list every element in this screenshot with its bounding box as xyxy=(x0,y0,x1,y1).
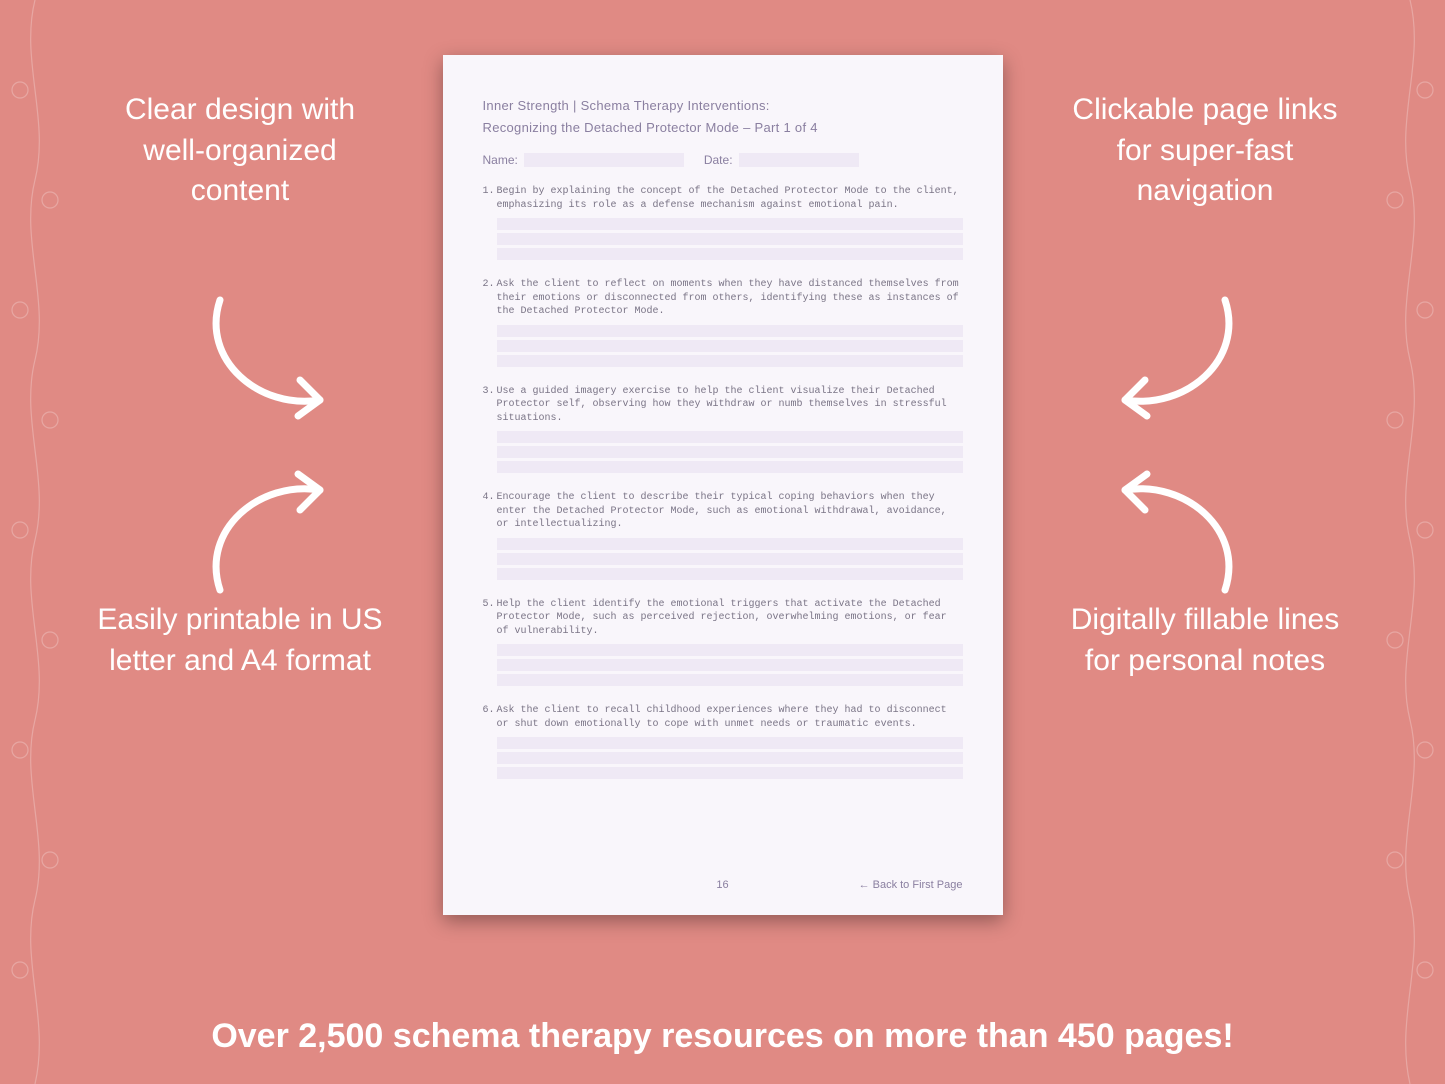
worksheet-item-prompt: 3.Use a guided imagery exercise to help … xyxy=(483,385,963,426)
worksheet-item-lines xyxy=(497,538,963,580)
worksheet-item-lines xyxy=(497,644,963,686)
worksheet-item: 1.Begin by explaining the concept of the… xyxy=(483,185,963,260)
worksheet-item-number: 5. xyxy=(483,598,497,639)
worksheet-item: 3.Use a guided imagery exercise to help … xyxy=(483,385,963,474)
fillable-line[interactable] xyxy=(497,461,963,473)
arrow-bottom-right-icon xyxy=(1095,450,1255,610)
fillable-line[interactable] xyxy=(497,218,963,230)
name-label: Name: xyxy=(483,153,518,167)
page-footer: 16 ← Back to First Page xyxy=(483,879,963,891)
worksheet-item-number: 2. xyxy=(483,278,497,319)
fillable-line[interactable] xyxy=(497,538,963,550)
bottom-banner: Over 2,500 schema therapy resources on m… xyxy=(0,1017,1445,1056)
fillable-line[interactable] xyxy=(497,752,963,764)
worksheet-item-text: Encourage the client to describe their t… xyxy=(497,491,963,532)
worksheet-item: 4.Encourage the client to describe their… xyxy=(483,491,963,580)
fillable-line[interactable] xyxy=(497,355,963,367)
worksheet-items: 1.Begin by explaining the concept of the… xyxy=(483,185,963,779)
fillable-line[interactable] xyxy=(497,674,963,686)
worksheet-item-lines xyxy=(497,431,963,473)
worksheet-item-text: Help the client identify the emotional t… xyxy=(497,598,963,639)
callout-bottom-right: Digitally fillable lines for personal no… xyxy=(1055,600,1355,681)
fillable-line[interactable] xyxy=(497,325,963,337)
worksheet-item-number: 3. xyxy=(483,385,497,426)
worksheet-item-lines xyxy=(497,325,963,367)
worksheet-item-text: Use a guided imagery exercise to help th… xyxy=(497,385,963,426)
name-field: Name: xyxy=(483,153,684,167)
floral-border-right xyxy=(1375,0,1445,1084)
page-header-line2: Recognizing the Detached Protector Mode … xyxy=(483,117,963,139)
date-input[interactable] xyxy=(739,153,859,167)
fillable-line[interactable] xyxy=(497,431,963,443)
worksheet-item-lines xyxy=(497,737,963,779)
arrow-top-right-icon xyxy=(1095,280,1255,440)
date-label: Date: xyxy=(704,153,733,167)
page-header: Inner Strength | Schema Therapy Interven… xyxy=(483,95,963,139)
fillable-line[interactable] xyxy=(497,553,963,565)
fillable-line[interactable] xyxy=(497,737,963,749)
page-number: 16 xyxy=(716,879,728,891)
name-input[interactable] xyxy=(524,153,684,167)
worksheet-item: 6.Ask the client to recall childhood exp… xyxy=(483,704,963,779)
name-date-row: Name: Date: xyxy=(483,153,963,167)
callout-top-left: Clear design with well-organized content xyxy=(90,90,390,212)
document-page: Inner Strength | Schema Therapy Interven… xyxy=(443,55,1003,915)
arrow-top-left-icon xyxy=(190,280,350,440)
fillable-line[interactable] xyxy=(497,568,963,580)
worksheet-item-number: 1. xyxy=(483,185,497,212)
worksheet-item-prompt: 2.Ask the client to reflect on moments w… xyxy=(483,278,963,319)
fillable-line[interactable] xyxy=(497,446,963,458)
callout-bottom-left: Easily printable in US letter and A4 for… xyxy=(90,600,390,681)
worksheet-item-lines xyxy=(497,218,963,260)
worksheet-item-text: Begin by explaining the concept of the D… xyxy=(497,185,963,212)
worksheet-item-prompt: 4.Encourage the client to describe their… xyxy=(483,491,963,532)
arrow-bottom-left-icon xyxy=(190,450,350,610)
worksheet-item-number: 6. xyxy=(483,704,497,731)
worksheet-item: 5.Help the client identify the emotional… xyxy=(483,598,963,687)
fillable-line[interactable] xyxy=(497,248,963,260)
fillable-line[interactable] xyxy=(497,659,963,671)
worksheet-item-text: Ask the client to recall childhood exper… xyxy=(497,704,963,731)
worksheet-item-prompt: 1.Begin by explaining the concept of the… xyxy=(483,185,963,212)
fillable-line[interactable] xyxy=(497,767,963,779)
floral-border-left xyxy=(0,0,70,1084)
fillable-line[interactable] xyxy=(497,340,963,352)
date-field: Date: xyxy=(704,153,859,167)
fillable-line[interactable] xyxy=(497,644,963,656)
worksheet-item-prompt: 6.Ask the client to recall childhood exp… xyxy=(483,704,963,731)
back-to-first-page-link[interactable]: ← Back to First Page xyxy=(859,879,963,891)
worksheet-item: 2.Ask the client to reflect on moments w… xyxy=(483,278,963,367)
worksheet-item-number: 4. xyxy=(483,491,497,532)
worksheet-item-prompt: 5.Help the client identify the emotional… xyxy=(483,598,963,639)
fillable-line[interactable] xyxy=(497,233,963,245)
callout-top-right: Clickable page links for super-fast navi… xyxy=(1055,90,1355,212)
worksheet-item-text: Ask the client to reflect on moments whe… xyxy=(497,278,963,319)
page-header-line1: Inner Strength | Schema Therapy Interven… xyxy=(483,95,963,117)
